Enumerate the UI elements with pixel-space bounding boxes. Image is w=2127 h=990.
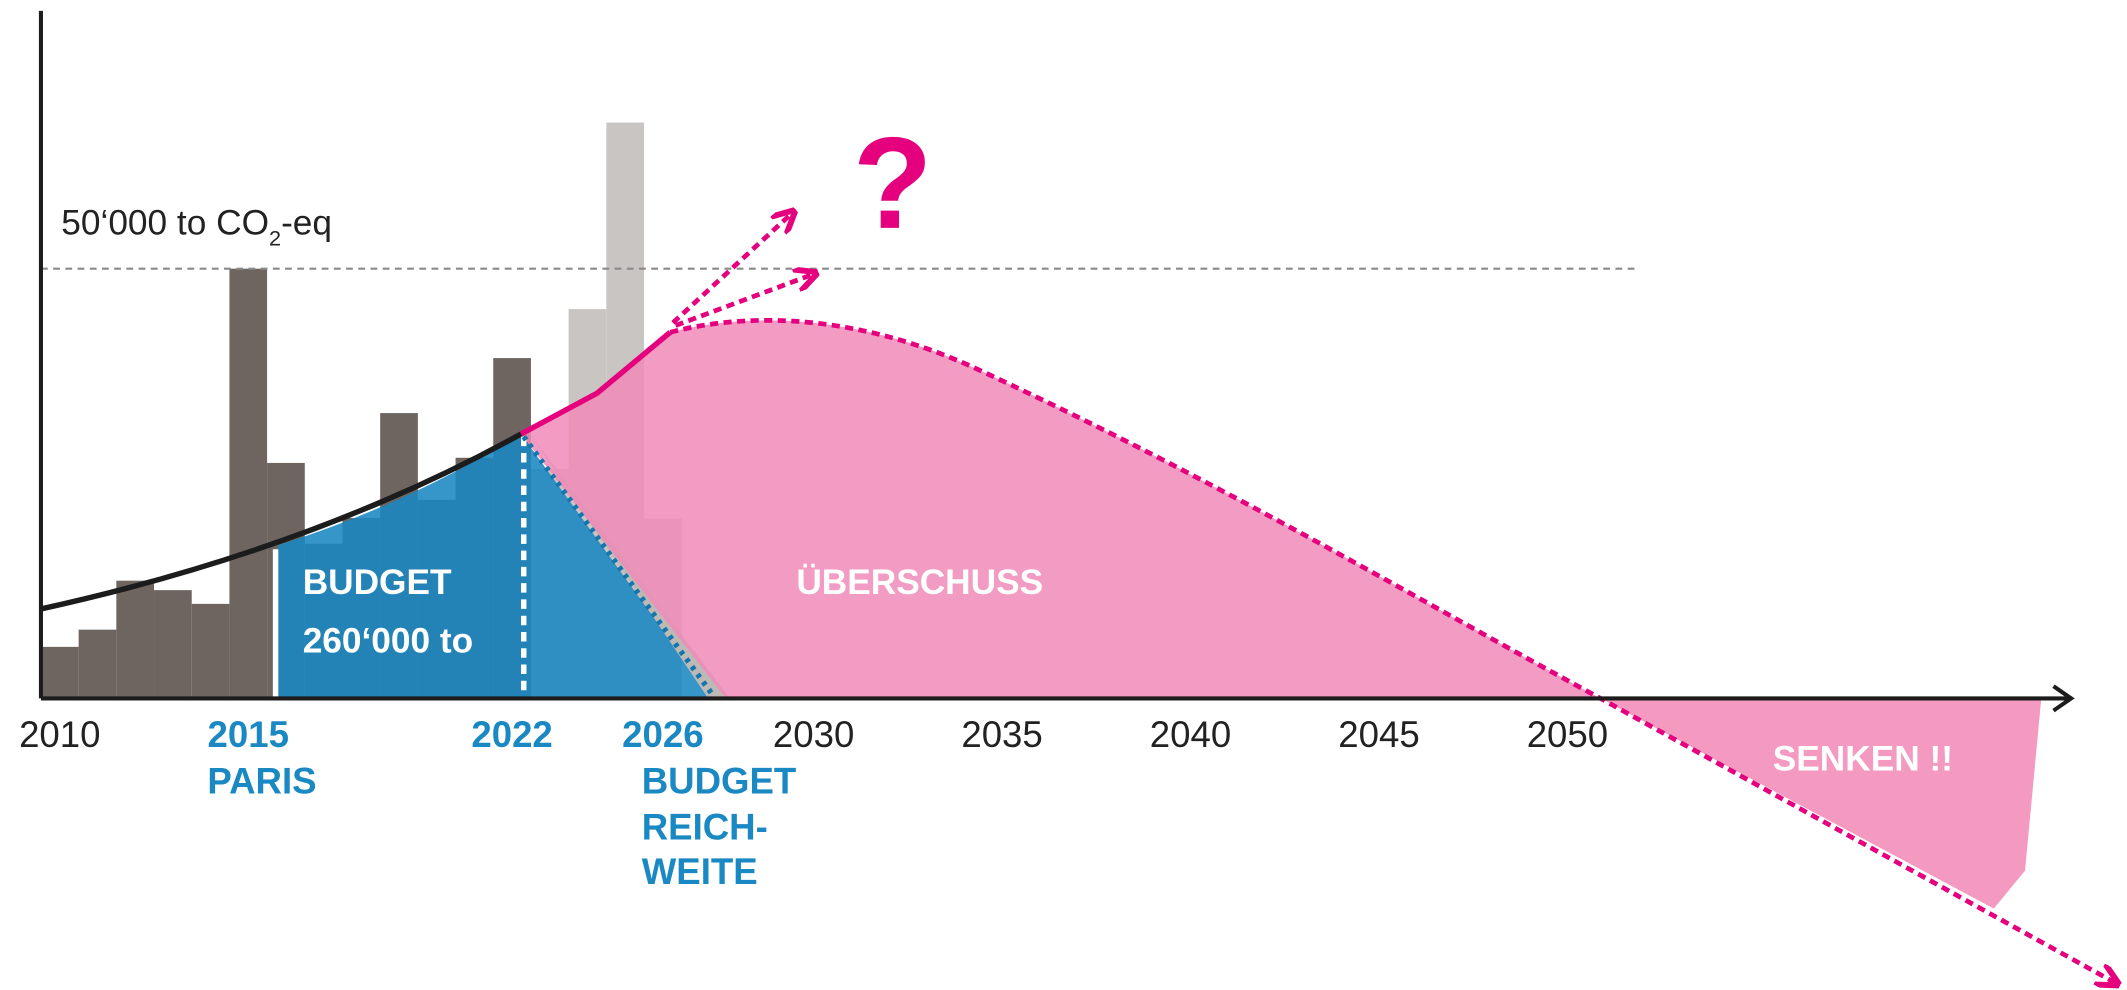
historic-curve bbox=[40, 431, 523, 612]
bar bbox=[229, 268, 268, 699]
budget-label: BUDGET bbox=[303, 563, 452, 602]
x-tick-label: 2045 bbox=[1338, 714, 1419, 755]
x-tick-label: 2015 bbox=[208, 714, 289, 755]
bar bbox=[116, 580, 155, 699]
range-note: REICH- bbox=[642, 806, 768, 847]
reference-label-suffix: -eq bbox=[281, 204, 332, 243]
x-tick-label: 2030 bbox=[773, 714, 854, 755]
reference-label-text: 50‘000 to CO bbox=[61, 204, 269, 243]
x-axis-arrow bbox=[2052, 684, 2075, 713]
paris-note: PARIS bbox=[207, 760, 316, 801]
x-tick-label: 2010 bbox=[19, 714, 100, 755]
x-tick-label: 2026 bbox=[622, 714, 703, 755]
x-tick-label: 2040 bbox=[1150, 714, 1231, 755]
bar bbox=[191, 603, 230, 699]
bar bbox=[40, 646, 79, 699]
sinks-area bbox=[1600, 698, 2042, 909]
trend-arrow bbox=[674, 274, 814, 328]
surplus-area bbox=[521, 320, 1601, 699]
surplus-label: ÜBERSCHUSS bbox=[796, 563, 1043, 602]
reduction-path bbox=[669, 317, 2116, 983]
bar bbox=[78, 629, 117, 699]
range-note: WEITE bbox=[642, 851, 758, 892]
bar bbox=[154, 590, 192, 699]
range-note: BUDGET bbox=[642, 760, 797, 801]
reference-label: 50‘000 to CO2-eq bbox=[61, 204, 332, 251]
current-trend bbox=[519, 330, 672, 437]
question-mark: ? bbox=[853, 110, 933, 256]
sinks-label: SENKEN !! bbox=[1773, 739, 1953, 778]
x-tick-label: 2035 bbox=[961, 714, 1042, 755]
budget-area bbox=[278, 433, 713, 699]
x-ticks: 2010 2015 2022 2026 2030 2035 2040 2045 2050 bbox=[19, 714, 1608, 755]
budget-amount: 260‘000 to bbox=[303, 621, 473, 660]
x-tick-label: 2022 bbox=[471, 714, 552, 755]
budget-diagonal bbox=[521, 435, 715, 696]
x-tick-label: 2050 bbox=[1527, 714, 1608, 755]
reference-label-sub: 2 bbox=[269, 225, 281, 250]
